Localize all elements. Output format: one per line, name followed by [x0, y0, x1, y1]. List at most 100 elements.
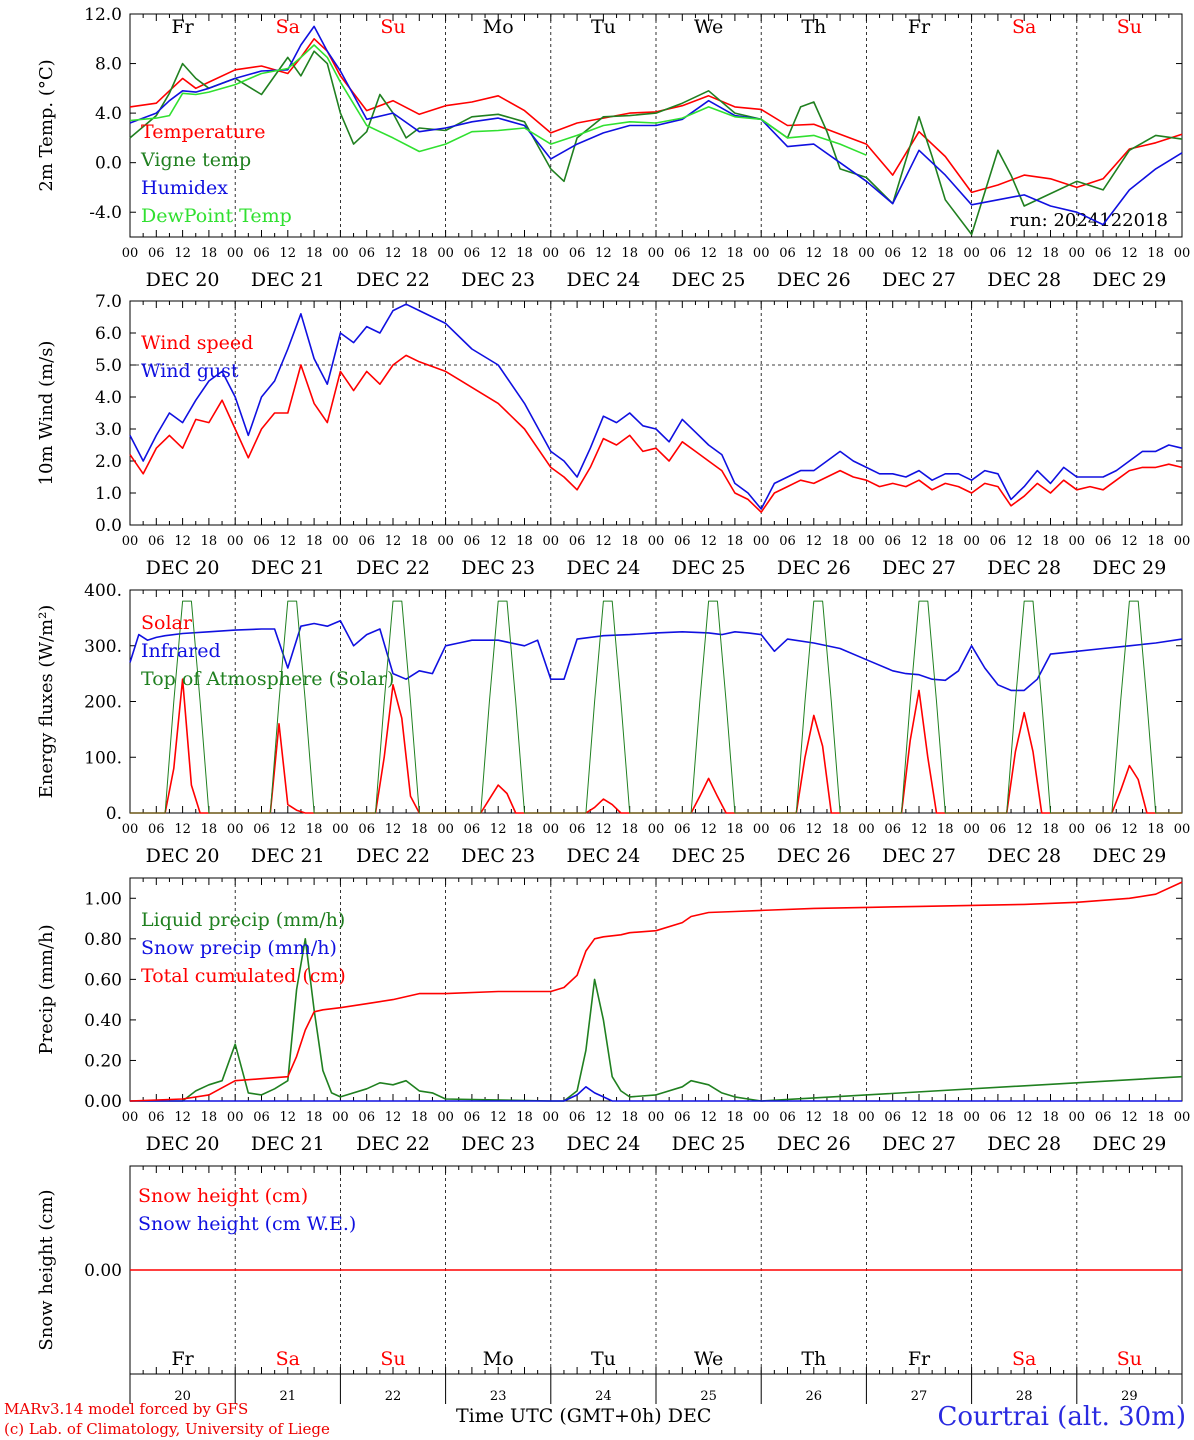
hour-tick-label: 18 [1147, 246, 1164, 261]
legend-entry: DewPoint Temp [141, 205, 292, 227]
hour-tick-label: 12 [385, 822, 402, 837]
series-line [129, 37, 1183, 194]
hour-tick-label: 06 [358, 1110, 375, 1125]
hour-tick-label: 00 [332, 534, 349, 549]
series-line [130, 937, 1183, 1102]
hour-tick-label: 06 [253, 1110, 270, 1125]
station-name: Courtrai (alt. 30m) [937, 1402, 1187, 1432]
hour-tick-label: 12 [385, 534, 402, 549]
hour-tick-label: 18 [621, 1110, 638, 1125]
credit-line-1: MARv3.14 model forced by GFS [4, 1400, 249, 1418]
hour-tick-label: 00 [437, 246, 454, 261]
hour-tick-label: 06 [569, 822, 586, 837]
weekday-label: Sa [1012, 16, 1036, 38]
hour-tick-label: 00 [963, 1110, 980, 1125]
date-label: DEC 25 [672, 557, 746, 579]
plot-frame [129, 589, 1183, 814]
date-label: DEC 26 [777, 557, 851, 579]
y-tick-label: 1.00 [84, 889, 122, 909]
hour-tick-label: 12 [174, 1110, 191, 1125]
hour-tick-label: 12 [700, 246, 717, 261]
date-label: DEC 20 [146, 557, 220, 579]
hour-tick-label: 12 [1121, 246, 1138, 261]
hour-tick-label: 12 [1016, 1110, 1033, 1125]
legend-entry: Snow height (cm) [138, 1185, 308, 1207]
hour-tick-label: 18 [411, 534, 428, 549]
hour-tick-label: 18 [727, 1110, 744, 1125]
hour-tick-label: 18 [306, 246, 323, 261]
hour-tick-label: 00 [332, 246, 349, 261]
weekday-label: Su [380, 1348, 405, 1370]
hour-tick-label: 18 [411, 822, 428, 837]
hour-tick-label: 18 [1042, 534, 1059, 549]
y-tick-label: 0.00 [84, 1261, 122, 1281]
weekday-label: Sa [1012, 1348, 1036, 1370]
y-tick-label: 2.0 [95, 452, 122, 472]
legend-entry: Wind gust [141, 360, 239, 382]
hour-tick-label: 00 [648, 1110, 665, 1125]
hour-tick-label: 18 [516, 1110, 533, 1125]
date-label: DEC 28 [987, 845, 1061, 867]
hour-tick-label: 00 [753, 1110, 770, 1125]
date-label: DEC 21 [251, 845, 325, 867]
y-tick-label: 0.00 [84, 1092, 122, 1112]
date-label: DEC 22 [356, 557, 430, 579]
hour-tick-label: 00 [227, 246, 244, 261]
day-number-label: 20 [174, 1389, 191, 1404]
series-line [129, 25, 1183, 226]
date-label: DEC 23 [461, 269, 535, 291]
y-tick-label: 0.80 [84, 930, 122, 950]
hour-tick-label: 12 [1016, 822, 1033, 837]
date-label: DEC 24 [566, 1133, 640, 1155]
hour-tick-label: 18 [306, 1110, 323, 1125]
hour-tick-label: 00 [122, 1110, 139, 1125]
hour-tick-label: 18 [1147, 822, 1164, 837]
hour-tick-label: 00 [122, 534, 139, 549]
legend-entry: Wind speed [141, 332, 253, 354]
date-label: DEC 23 [461, 845, 535, 867]
hour-tick-label: 06 [569, 534, 586, 549]
hour-tick-label: 06 [990, 246, 1007, 261]
hour-tick-label: 18 [201, 822, 218, 837]
date-label: DEC 23 [461, 1133, 535, 1155]
hour-tick-label: 12 [280, 822, 297, 837]
date-label: DEC 29 [1092, 845, 1166, 867]
hour-tick-label: 12 [700, 822, 717, 837]
day-number-label: 21 [280, 1389, 297, 1404]
date-label: DEC 22 [356, 845, 430, 867]
series-line [129, 44, 867, 156]
hour-tick-label: 00 [1069, 822, 1086, 837]
weekday-label: Mo [483, 1348, 514, 1370]
hour-tick-label: 18 [1042, 246, 1059, 261]
hour-tick-label: 06 [358, 822, 375, 837]
hour-tick-label: 18 [727, 246, 744, 261]
hour-tick-label: 12 [700, 534, 717, 549]
date-label: DEC 20 [146, 1133, 220, 1155]
hour-tick-label: 00 [648, 534, 665, 549]
weekday-label: Fr [171, 1348, 194, 1370]
series-line [129, 619, 1183, 692]
hour-tick-label: 00 [858, 822, 875, 837]
hour-tick-label: 06 [569, 246, 586, 261]
hour-tick-label: 00 [1069, 1110, 1086, 1125]
hour-tick-label: 00 [648, 822, 665, 837]
y-axis-label: 10m Wind (m/s) [36, 341, 57, 486]
hour-tick-label: 18 [937, 534, 954, 549]
date-label: DEC 22 [356, 1133, 430, 1155]
date-label: DEC 28 [987, 269, 1061, 291]
day-number-label: 23 [490, 1389, 507, 1404]
hour-tick-label: 18 [1147, 534, 1164, 549]
hour-tick-label: 06 [148, 246, 165, 261]
hour-tick-label: 06 [990, 1110, 1007, 1125]
hour-tick-label: 06 [674, 822, 691, 837]
y-tick-label: 4.0 [95, 104, 122, 124]
hour-tick-label: 00 [543, 1110, 560, 1125]
weekday-label: Fr [171, 16, 194, 38]
date-label: DEC 23 [461, 557, 535, 579]
hour-tick-label: 00 [332, 1110, 349, 1125]
y-axis-label: Energy fluxes (W/m²) [36, 605, 57, 799]
hour-tick-label: 06 [884, 1110, 901, 1125]
legend-entry: Solar [141, 612, 193, 634]
hour-tick-label: 06 [1095, 1110, 1112, 1125]
date-label: DEC 28 [987, 557, 1061, 579]
